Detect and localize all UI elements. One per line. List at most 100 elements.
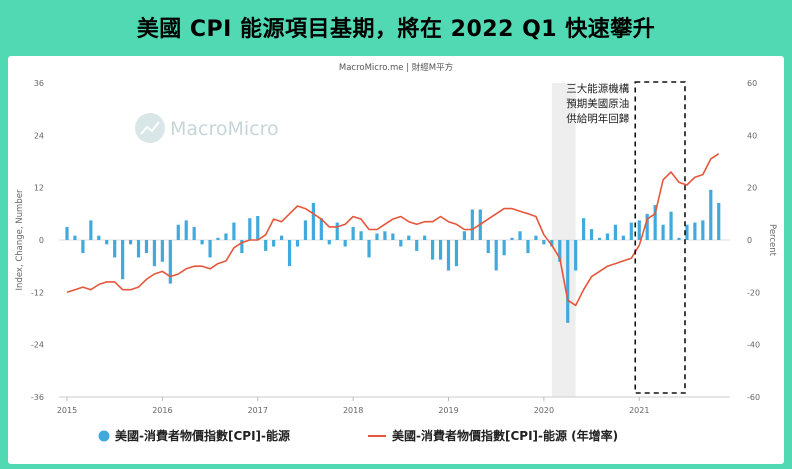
y-left-tick-label: -24 (31, 341, 44, 350)
x-tick-label: 2020 (534, 406, 554, 415)
bar-mark (613, 224, 618, 240)
y-left-tick-label: 36 (34, 79, 44, 88)
bar-mark (542, 240, 546, 245)
bar-mark (589, 229, 594, 240)
bar-mark (105, 240, 109, 245)
bar-mark (582, 218, 586, 240)
bar-mark (128, 240, 133, 245)
bar-mark (272, 240, 276, 247)
bar-mark (526, 240, 530, 254)
bar-mark (510, 237, 514, 240)
plot-panel: MacroMicro MacroMicro.me | 財經M平方 36 24 12 0… (8, 56, 784, 464)
bar-mark (121, 240, 125, 280)
bar-mark (295, 240, 300, 247)
bar-mark (287, 240, 292, 267)
bar-mark (550, 240, 554, 247)
annotation-line: 預期美國原油 (566, 97, 629, 110)
bar-mark (454, 240, 459, 267)
chart-title: 美國 CPI 能源項目基期，將在 2022 Q1 快速攀升 (136, 17, 656, 42)
bar-mark (248, 218, 252, 240)
bar-mark (415, 240, 419, 251)
bar-mark (438, 240, 443, 260)
watermark-logo (135, 113, 165, 143)
highlight-box (634, 81, 686, 394)
bar-mark (709, 189, 713, 240)
bar-mark (637, 220, 641, 240)
bar-mark (399, 240, 403, 247)
bar-mark (256, 216, 260, 240)
bar-mark (653, 205, 657, 240)
x-tick-label: 2015 (57, 406, 77, 415)
x-tick-label: 2021 (629, 406, 649, 415)
bar-mark (566, 240, 570, 323)
bar-mark (359, 231, 363, 240)
bar-mark (160, 240, 164, 262)
chart-svg: MacroMicro MacroMicro.me | 財經M平方 36 24 12 0… (15, 62, 777, 443)
bar-mark (240, 240, 244, 254)
bar-mark (431, 240, 435, 260)
bar-mark (303, 220, 308, 240)
bar-mark (208, 240, 212, 258)
y-right-tick-label: 0 (747, 236, 752, 245)
bar-mark (343, 240, 347, 247)
y-left-tick-label: -36 (31, 393, 44, 402)
x-tick-label: 2019 (438, 406, 458, 415)
y-left-axis-label: Index, Change, Number (15, 189, 25, 290)
bar-mark (367, 240, 371, 258)
title-bar: 美國 CPI 能源項目基期，將在 2022 Q1 快速攀升 (0, 0, 792, 54)
bar-mark (351, 226, 355, 240)
bar-mark (335, 222, 339, 240)
bar-mark (216, 237, 220, 240)
bar-mark (558, 240, 562, 262)
y-right-tick-label: -40 (747, 341, 760, 350)
bar-mark (645, 213, 649, 240)
bar-mark (685, 224, 689, 240)
legend-bar-swatch (98, 430, 110, 442)
bar-mark (152, 240, 157, 267)
x-tick-label: 2018 (343, 406, 363, 415)
bar-mark (629, 222, 633, 240)
bar-mark (407, 235, 411, 240)
bar-mark (717, 202, 721, 240)
bar-mark (113, 240, 117, 258)
y-right-tick-label: 60 (747, 79, 757, 88)
legend-bar-label: 美國-消費者物價指數[CPI]-能源 (115, 428, 290, 443)
bar-mark (446, 240, 451, 271)
bar-mark (502, 240, 506, 256)
bar-mark (168, 240, 172, 284)
bar-mark (192, 226, 196, 240)
bar-mark (81, 240, 85, 254)
bar-mark (136, 240, 141, 258)
bar-mark (224, 233, 228, 240)
bar-mark (264, 240, 268, 251)
bar-mark (311, 202, 315, 240)
y-left-tick-label: 24 (34, 131, 44, 140)
y-right-axis-label: Percent (767, 224, 777, 257)
bar-mark (677, 237, 681, 240)
y-left-tick-label: 0 (39, 236, 44, 245)
y-right-tick-label: 20 (747, 184, 757, 193)
y-right-tick-label: -60 (747, 393, 760, 402)
bar-mark (693, 222, 697, 240)
bar-mark (144, 240, 149, 254)
bar-mark (89, 220, 93, 240)
watermark-text: MacroMicro (170, 118, 279, 140)
bar-mark (661, 224, 665, 240)
x-tick-label: 2017 (248, 406, 268, 415)
bar-mark (574, 240, 578, 271)
bar-mark (383, 231, 387, 240)
bar-mark (462, 231, 466, 240)
bar-mark (669, 211, 673, 240)
bar-mark (597, 237, 602, 240)
annotation-line: 三大能源機構 (566, 82, 629, 95)
y-right-tick-label: 40 (747, 131, 757, 140)
bar-mark (701, 220, 705, 240)
series-line (66, 153, 720, 307)
bar-mark (176, 224, 180, 240)
bar-mark (184, 220, 188, 240)
y-left-tick-label: -12 (31, 288, 44, 297)
x-tick-label: 2016 (152, 406, 172, 415)
legend-line-label: 美國-消費者物價指數[CPI]-能源 (年增率) (392, 428, 618, 443)
bar-mark (391, 233, 395, 240)
